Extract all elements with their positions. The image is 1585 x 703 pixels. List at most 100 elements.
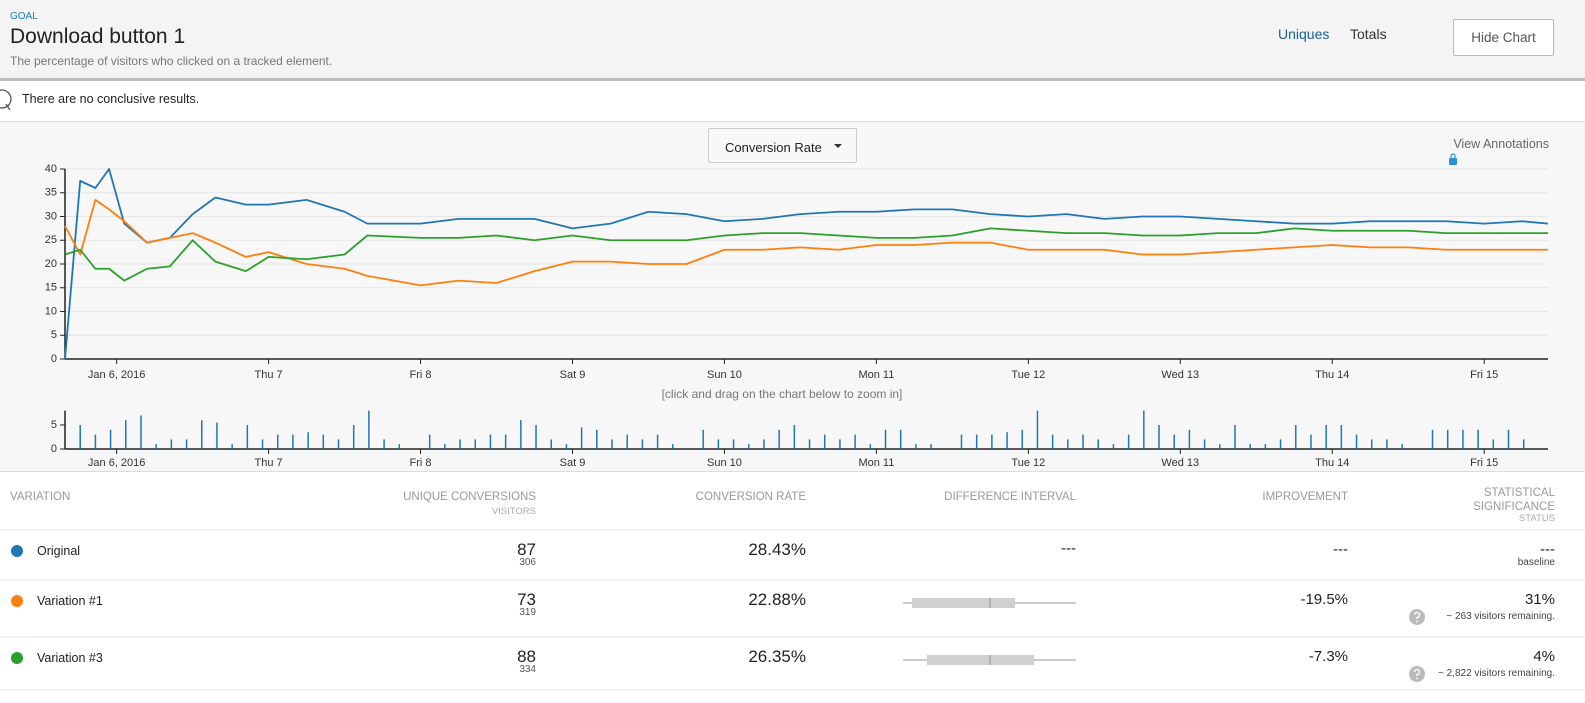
bar [1158,425,1160,449]
bar [94,434,97,449]
bar [155,444,157,449]
interval-box [927,655,1034,665]
y-tick-label: 0 [51,443,57,455]
x-tick-label: Sat 9 [560,457,586,469]
bar [1370,439,1373,449]
bar [201,420,203,449]
bar [337,439,340,449]
x-tick-label: Jan 6, 2016 [88,369,146,381]
column-header: DIFFERENCE INTERVAL [944,491,1076,503]
bar [1112,444,1115,449]
improvement: -7.3% [1308,648,1348,665]
bar [596,429,598,449]
y-tick-label: 15 [45,282,57,294]
bar [185,439,188,449]
y-tick-label: 30 [45,210,57,222]
x-tick-label: Tue 12 [1011,369,1045,381]
bar [1431,429,1434,449]
page-description: The percentage of visitors who clicked o… [10,54,333,68]
x-tick-label: Wed 13 [1161,457,1199,469]
column-header: VARIATION [10,491,71,503]
bar [732,439,735,449]
bar [1507,429,1510,449]
bar [489,434,492,449]
y-tick-label: 35 [45,187,57,199]
bar [960,434,963,449]
goal-label: GOAL [10,11,38,22]
series-line [64,227,1548,282]
bar [292,434,294,449]
bar [884,429,887,449]
x-tick-label: Thu 14 [1315,369,1349,381]
bar [550,439,552,449]
y-tick-label: 5 [51,329,57,341]
help-icon-dot [1416,677,1418,680]
series-line [64,198,1548,287]
bar [763,439,765,449]
bar [1021,429,1024,449]
conversion-rate: 26.35% [748,647,806,666]
bar [1462,429,1464,449]
x-tick-label: Fri 15 [1470,369,1498,381]
bar [307,432,309,449]
caret [834,144,842,148]
bar [626,434,628,449]
bar [565,444,568,449]
y-tick-label: 25 [45,234,57,246]
bar [1310,434,1312,449]
variation-name: Variation #3 [37,651,103,665]
bar [1492,439,1495,449]
bar [246,425,249,449]
improvement: --- [1333,541,1348,558]
bar [1219,444,1221,449]
x-tick-label: Thu 14 [1315,457,1349,469]
zoom-hint: [click and drag on the chart below to zo… [661,387,903,401]
visitors: 334 [519,664,536,675]
bar [641,439,644,449]
y-tick-label: 5 [51,419,57,431]
bar [1249,444,1251,449]
bar [1386,439,1388,449]
significance: 31% [1524,591,1555,608]
tab[interactable]: Uniques [1278,26,1330,42]
bar [109,429,112,449]
bar [748,444,750,449]
bar [717,439,720,449]
help-icon-mark [1413,668,1421,676]
conversions: 87 [517,540,536,559]
help-icon-mark [1413,611,1421,619]
bar [930,444,932,449]
bar [1173,434,1175,449]
variation-name: Original [37,544,81,558]
bar [854,434,856,449]
bar [1067,439,1069,449]
bar [580,427,583,449]
lock-icon [1449,158,1457,165]
bar [125,420,127,449]
visitors: 306 [519,557,536,568]
bar [1355,434,1358,449]
tab[interactable]: Totals [1350,26,1387,42]
variation-name: Variation #1 [37,594,103,608]
x-tick-label: Sun 10 [707,457,742,469]
bar [1036,410,1039,449]
metric-dropdown[interactable]: Conversion Rate [708,128,857,163]
x-tick-label: Fri 15 [1470,457,1498,469]
conversions: 73 [517,590,536,609]
x-tick-label: Fri 8 [410,369,432,381]
bar [899,429,902,449]
bar [1325,425,1327,449]
column-subheader: STATUS [1518,513,1555,524]
column-subheader: VISITORS [491,506,536,517]
header-bg [0,0,1585,81]
improvement: -19.5% [1300,591,1348,608]
bar [869,444,872,449]
x-tick-label: Sun 10 [707,369,742,381]
bar [428,434,431,449]
bar [793,425,796,449]
bar [170,439,173,449]
x-tick-label: Fri 8 [410,457,432,469]
x-tick-label: Jan 6, 2016 [88,457,146,469]
annotations-link[interactable]: View Annotations [1453,137,1549,151]
hide-chart-button[interactable]: Hide Chart [1453,19,1554,56]
